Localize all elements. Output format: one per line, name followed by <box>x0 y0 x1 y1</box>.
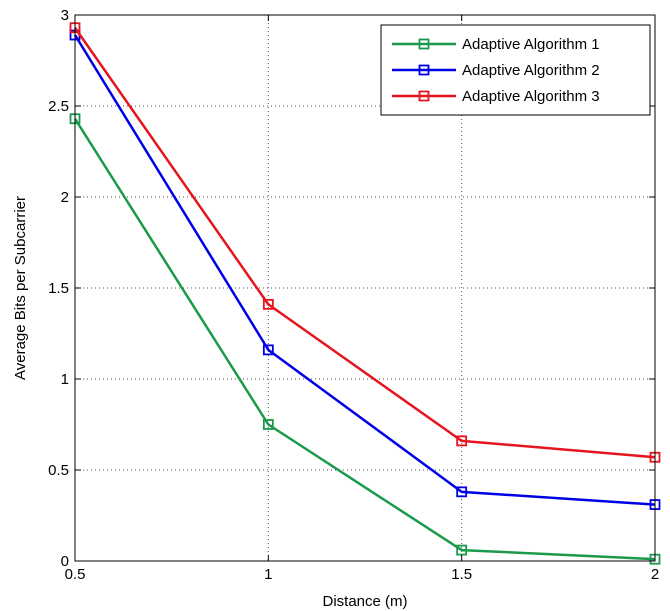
data-point <box>456 486 468 498</box>
y-tick-label: 2 <box>61 189 69 206</box>
data-point <box>456 435 468 447</box>
legend-label: Adaptive Algorithm 1 <box>462 36 600 53</box>
y-tick-label: 1.5 <box>48 280 69 297</box>
x-tick-label: 0.5 <box>65 566 86 583</box>
series-1 <box>69 113 661 565</box>
y-tick-label: 0.5 <box>48 462 69 479</box>
legend: Adaptive Algorithm 1 Adaptive Algorithm 2… <box>380 24 651 116</box>
y-tick-label: 2.5 <box>48 98 69 115</box>
series-group <box>69 22 661 565</box>
data-point <box>262 419 274 430</box>
x-tick-label: 1 <box>264 566 272 583</box>
legend-label: Adaptive Algorithm 3 <box>462 88 600 105</box>
legend-label: Adaptive Algorithm 2 <box>462 62 600 79</box>
data-point <box>262 298 274 310</box>
y-axis-label: Average Bits per Subcarrier <box>12 196 29 380</box>
y-tick-label: 3 <box>61 7 69 24</box>
y-tick-label: 0 <box>61 553 69 570</box>
series-line <box>73 118 656 561</box>
legend-marker <box>418 90 430 102</box>
grid <box>75 15 655 561</box>
x-tick-label: 2 <box>651 566 659 583</box>
series-line <box>73 34 656 506</box>
series-line <box>73 27 656 459</box>
axis-ticks: 0.5 1 1.5 200.511.522.53 <box>48 7 659 583</box>
data-point <box>262 344 274 356</box>
legend-marker <box>418 38 430 50</box>
x-axis-label: Distance (m) <box>322 593 407 610</box>
data-point <box>456 544 468 556</box>
y-tick-label: 1 <box>61 371 69 388</box>
legend-marker <box>418 64 430 76</box>
x-tick-label: 1.5 <box>451 566 472 583</box>
